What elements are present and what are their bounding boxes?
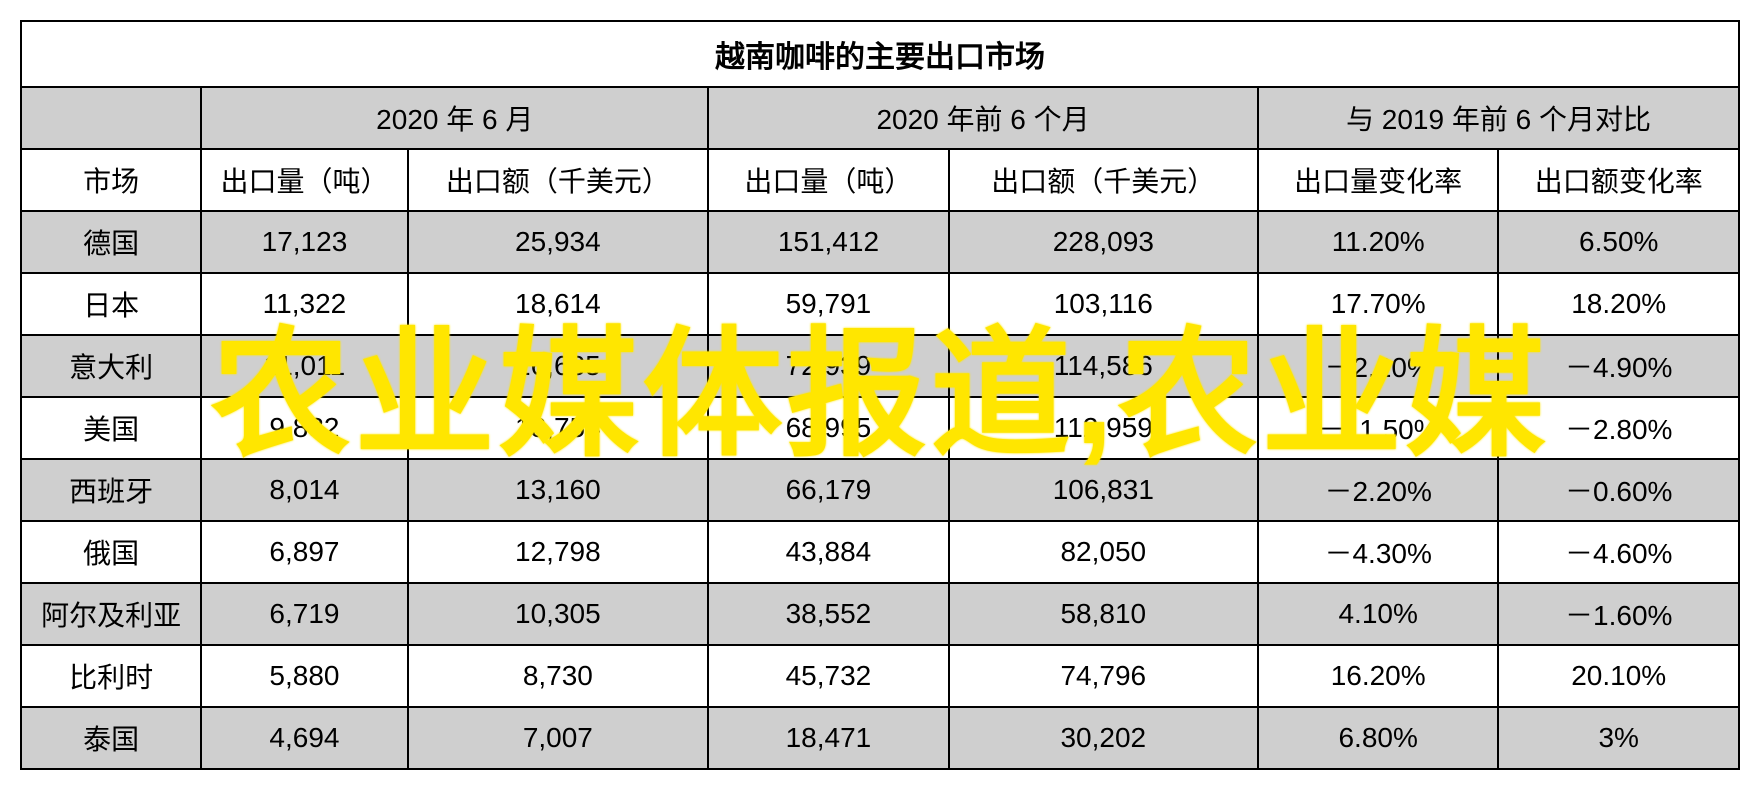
cell-g2-qty: 151,412 [708,211,949,273]
cell-g1-val: 18,614 [408,273,709,335]
cell-g1-val: 18,754 [408,397,709,459]
cell-g3-val: 3% [1498,707,1739,769]
cell-g3-val: 18.20% [1498,273,1739,335]
table-row: 泰国4,6947,00718,47130,2026.80%3% [21,707,1739,769]
cell-g3-qty: 4.10% [1258,583,1499,645]
cell-g1-qty: 11,322 [201,273,407,335]
table-title-row: 越南咖啡的主要出口市场 [21,21,1739,87]
table-row: 西班牙8,01413,16066,179106,831－2.20%－0.60% [21,459,1739,521]
cell-g3-val: －0.60% [1498,459,1739,521]
cell-g1-val: 7,007 [408,707,709,769]
col-g3-qty: 出口量变化率 [1258,149,1499,211]
cell-g1-qty: 8,014 [201,459,407,521]
cell-g2-qty: 45,732 [708,645,949,707]
cell-g2-qty: 38,552 [708,583,949,645]
cell-g3-val: －4.90% [1498,335,1739,397]
cell-market: 日本 [21,273,201,335]
table-row: 意大利11,01116,68572,939114,586－2.20%－4.90% [21,335,1739,397]
cell-g2-qty: 66,179 [708,459,949,521]
cell-g2-qty: 43,884 [708,521,949,583]
cell-g2-val: 82,050 [949,521,1258,583]
cell-g3-qty: －4.30% [1258,521,1499,583]
cell-g2-qty: 72,939 [708,335,949,397]
cell-market: 西班牙 [21,459,201,521]
group-h1-2020: 2020 年前 6 个月 [708,87,1258,149]
cell-g1-qty: 11,011 [201,335,407,397]
table-row: 比利时5,8808,73045,73274,79616.20%20.10% [21,645,1739,707]
cell-g2-val: 30,202 [949,707,1258,769]
cell-g1-qty: 17,123 [201,211,407,273]
table-title: 越南咖啡的主要出口市场 [21,21,1739,87]
col-g1-val: 出口额（千美元） [408,149,709,211]
col-g2-qty: 出口量（吨） [708,149,949,211]
cell-g3-qty: 17.70% [1258,273,1499,335]
cell-g3-val: 6.50% [1498,211,1739,273]
cell-g1-val: 8,730 [408,645,709,707]
cell-market: 俄国 [21,521,201,583]
cell-g3-val: 20.10% [1498,645,1739,707]
table-row: 阿尔及利亚6,71910,30538,55258,8104.10%－1.60% [21,583,1739,645]
export-table: 越南咖啡的主要出口市场2020 年 6 月2020 年前 6 个月与 2019 … [20,20,1740,770]
cell-g3-val: －1.60% [1498,583,1739,645]
cell-g1-val: 12,798 [408,521,709,583]
group-vs-2019h1: 与 2019 年前 6 个月对比 [1258,87,1739,149]
cell-g3-qty: －11.50% [1258,397,1499,459]
cell-g2-val: 103,116 [949,273,1258,335]
col-g1-qty: 出口量（吨） [201,149,407,211]
cell-g2-val: 106,831 [949,459,1258,521]
cell-g1-val: 10,305 [408,583,709,645]
cell-g2-val: 228,093 [949,211,1258,273]
group-blank [21,87,201,149]
cell-g1-qty: 6,719 [201,583,407,645]
col-g3-val: 出口额变化率 [1498,149,1739,211]
cell-g1-val: 16,685 [408,335,709,397]
table-row: 德国17,12325,934151,412228,09311.20%6.50% [21,211,1739,273]
cell-market: 阿尔及利亚 [21,583,201,645]
group-header-row: 2020 年 6 月2020 年前 6 个月与 2019 年前 6 个月对比 [21,87,1739,149]
cell-g2-qty: 18,471 [708,707,949,769]
cell-g3-qty: 11.20% [1258,211,1499,273]
cell-g2-qty: 68,995 [708,397,949,459]
group-jun2020: 2020 年 6 月 [201,87,708,149]
column-header-row: 市场出口量（吨）出口额（千美元）出口量（吨）出口额（千美元）出口量变化率出口额变… [21,149,1739,211]
table-row: 日本11,32218,61459,791103,11617.70%18.20% [21,273,1739,335]
cell-g2-val: 74,796 [949,645,1258,707]
cell-market: 比利时 [21,645,201,707]
cell-market: 美国 [21,397,201,459]
table-row: 美国9,83218,75468,995112,959－11.50%－2.80% [21,397,1739,459]
export-table-container: 越南咖啡的主要出口市场2020 年 6 月2020 年前 6 个月与 2019 … [20,20,1740,770]
cell-g3-qty: －2.20% [1258,459,1499,521]
cell-g2-val: 114,586 [949,335,1258,397]
cell-g1-qty: 6,897 [201,521,407,583]
cell-g2-val: 112,959 [949,397,1258,459]
col-market: 市场 [21,149,201,211]
cell-market: 意大利 [21,335,201,397]
cell-g3-qty: 16.20% [1258,645,1499,707]
cell-g3-qty: 6.80% [1258,707,1499,769]
cell-g1-val: 25,934 [408,211,709,273]
cell-market: 德国 [21,211,201,273]
cell-g1-qty: 9,832 [201,397,407,459]
cell-g1-val: 13,160 [408,459,709,521]
cell-g3-val: －4.60% [1498,521,1739,583]
cell-g3-val: －2.80% [1498,397,1739,459]
cell-g1-qty: 5,880 [201,645,407,707]
cell-market: 泰国 [21,707,201,769]
cell-g2-val: 58,810 [949,583,1258,645]
cell-g1-qty: 4,694 [201,707,407,769]
col-g2-val: 出口额（千美元） [949,149,1258,211]
cell-g2-qty: 59,791 [708,273,949,335]
cell-g3-qty: －2.20% [1258,335,1499,397]
table-row: 俄国6,89712,79843,88482,050－4.30%－4.60% [21,521,1739,583]
